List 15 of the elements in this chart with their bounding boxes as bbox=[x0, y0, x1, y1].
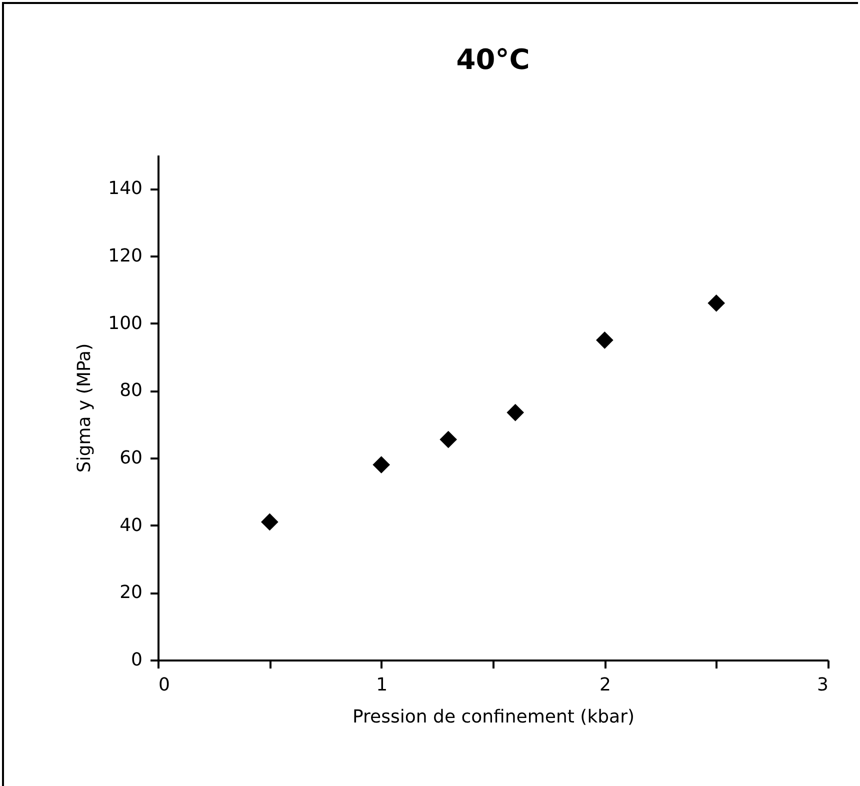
y-axis-title: Sigma y (MPa) bbox=[74, 343, 96, 473]
x-tick-label: 3 bbox=[817, 674, 828, 696]
x-axis-title: Pression de confinement (kbar) bbox=[352, 706, 634, 728]
x-tick-label: 2 bbox=[599, 674, 611, 696]
x-tick-label: 1 bbox=[376, 674, 388, 696]
y-tick-label: 120 bbox=[108, 246, 142, 266]
y-tick-label: 60 bbox=[120, 448, 142, 468]
x-tick-label: 0 bbox=[158, 674, 170, 696]
y-tick-label: 140 bbox=[108, 178, 142, 200]
y-tick-label: 0 bbox=[131, 650, 142, 670]
y-tick-label: 20 bbox=[120, 582, 142, 604]
y-tick-label: 80 bbox=[120, 380, 142, 402]
chart-title: 40°C bbox=[456, 43, 530, 76]
y-tick-label: 100 bbox=[108, 312, 142, 334]
y-tick-label: 40 bbox=[120, 514, 142, 536]
